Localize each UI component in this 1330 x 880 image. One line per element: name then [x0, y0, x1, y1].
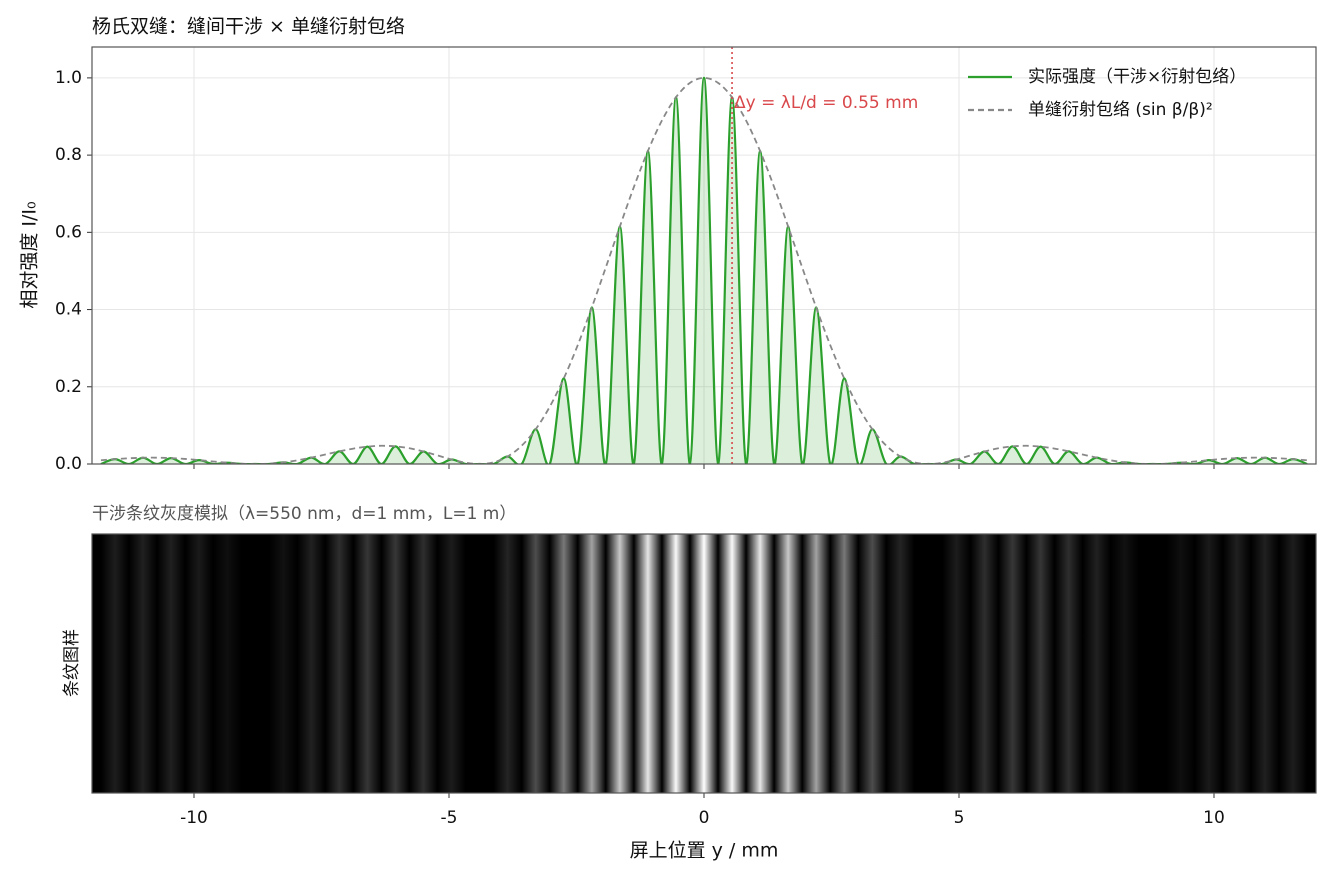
legend-label: 单缝衍射包络 (sin β/β)²: [1028, 100, 1213, 120]
plot-area: [100, 76, 1308, 464]
plot-frame: [91, 46, 1317, 465]
y-tick-label: 0.2: [55, 377, 82, 397]
line: [100, 76, 1308, 464]
area: [100, 77, 1308, 464]
y-tick-label: 1.0: [55, 68, 82, 88]
line: [100, 76, 1308, 464]
plot-frame: [91, 533, 1317, 794]
y-tick-label: 0.0: [55, 454, 82, 474]
y-axis-label: 条纹图样: [62, 629, 82, 697]
y-tick-label: 0.8: [55, 145, 82, 165]
x-tick-label: 0: [699, 808, 710, 828]
y-tick-label: 0.6: [55, 222, 82, 242]
x-tick-label: -5: [441, 808, 458, 828]
x-tick-label: 5: [954, 808, 965, 828]
x-axis-label: 屏上位置 y / mm: [630, 840, 779, 862]
x-tick-label: -10: [180, 808, 208, 828]
y-tick-label: 0.4: [55, 300, 82, 320]
fringe-pattern: [92, 534, 1316, 793]
y-axis-label: 相对强度 I/I₀: [19, 201, 41, 308]
annotation: Δy = λL/d = 0.55 mm: [734, 93, 918, 113]
chart-title: 杨氏双缝：缝间干涉 × 单缝衍射包络: [92, 16, 405, 38]
legend-label: 实际强度（干涉×衍射包络）: [1028, 67, 1246, 87]
panel-title: 干涉条纹灰度模拟（λ=550 nm，d=1 mm，L=1 m）: [92, 504, 516, 524]
x-tick-label: 10: [1203, 808, 1225, 828]
